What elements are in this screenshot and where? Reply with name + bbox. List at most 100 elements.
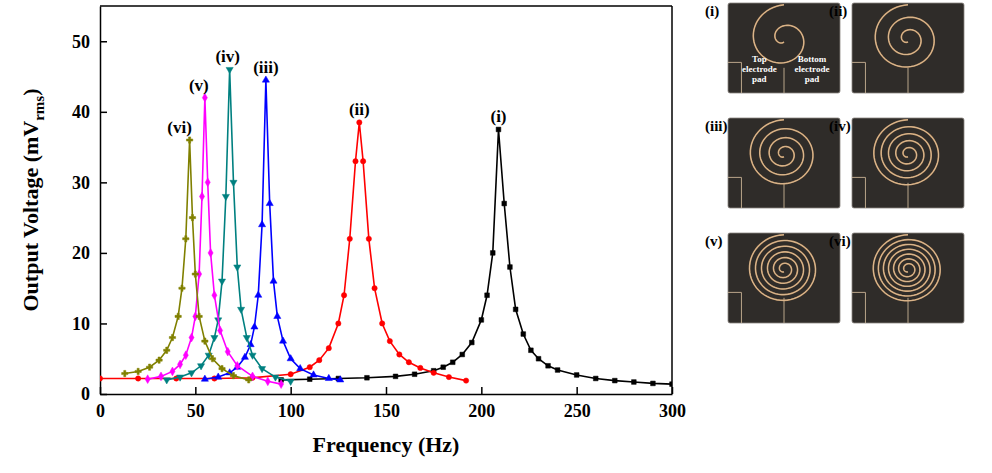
spiral-highlight <box>875 5 934 67</box>
tick-label: 50 <box>187 401 205 421</box>
tick-label: 40 <box>72 102 90 122</box>
marker <box>183 236 189 242</box>
marker <box>208 249 213 258</box>
electrode-trace <box>852 292 865 323</box>
marker <box>156 357 162 363</box>
photo-panel: TopelectrodepadBottomelectrodepad(i)(ii)… <box>705 3 964 323</box>
electrode-trace <box>784 68 785 93</box>
marker <box>307 377 312 382</box>
marker <box>353 159 358 164</box>
axis-line <box>100 7 102 395</box>
photo <box>852 233 964 323</box>
marker <box>225 347 230 356</box>
annotation-line: electrode <box>795 64 830 74</box>
tick: 50 <box>72 32 107 52</box>
marker <box>632 380 637 385</box>
marker <box>337 376 344 382</box>
annotation-line: Bottom <box>798 54 827 64</box>
series-label: (v) <box>189 76 209 95</box>
y-axis: 01020304050 <box>72 7 107 405</box>
marker <box>490 251 495 256</box>
marker <box>230 373 236 379</box>
photo <box>852 3 964 93</box>
marker <box>366 236 371 241</box>
marker <box>485 293 490 298</box>
series-label: (iv) <box>215 47 240 66</box>
marker <box>196 313 202 319</box>
marker <box>146 364 152 370</box>
marker <box>230 180 237 186</box>
series-label: (i) <box>490 107 506 126</box>
marker <box>178 360 183 369</box>
marker <box>215 373 222 379</box>
tick-mark <box>100 394 107 396</box>
marker <box>189 333 194 342</box>
spiral-highlight <box>750 235 816 301</box>
marker <box>186 137 192 143</box>
marker <box>418 365 423 370</box>
electrode-trace <box>728 292 741 323</box>
marker <box>574 373 579 378</box>
marker <box>222 194 229 200</box>
marker <box>336 321 341 326</box>
marker <box>202 338 208 344</box>
annotation-line: pad <box>805 74 820 84</box>
marker <box>226 67 233 73</box>
marker <box>251 323 258 329</box>
marker <box>397 352 402 357</box>
marker <box>266 199 273 205</box>
tick-mark <box>100 112 107 114</box>
marker <box>365 375 370 380</box>
tick: 30 <box>72 173 107 193</box>
tick-mark <box>195 387 197 394</box>
marker <box>211 336 218 342</box>
photo-background <box>852 118 964 208</box>
marker <box>546 363 551 368</box>
tick-mark <box>100 41 107 43</box>
marker <box>183 351 188 360</box>
marker <box>360 159 365 164</box>
marker <box>479 318 484 323</box>
marker <box>393 374 398 379</box>
y-axis-title-part: Output Voltage (mV <box>18 121 43 312</box>
series-line <box>205 80 340 380</box>
marker <box>670 382 672 387</box>
tick: 150 <box>373 387 400 421</box>
series-label: (vi) <box>167 118 192 137</box>
photo-label: (ii) <box>829 3 847 20</box>
marker <box>259 367 266 373</box>
tick-label: 150 <box>373 401 400 421</box>
tick: 200 <box>468 387 495 421</box>
tick-label: 200 <box>468 401 495 421</box>
electrode-trace <box>908 68 909 93</box>
marker <box>234 265 241 271</box>
marker <box>357 120 362 125</box>
marker <box>246 377 252 383</box>
tick-label: 300 <box>659 401 686 421</box>
tick-label: 50 <box>72 32 90 52</box>
marker <box>197 364 204 370</box>
marker <box>508 265 513 270</box>
electrode-trace <box>728 62 741 93</box>
photo-annotation: Topelectrodepad <box>742 54 777 84</box>
tick: 0 <box>81 384 107 404</box>
marker <box>100 376 103 381</box>
annotation-line: Top <box>752 54 767 64</box>
marker <box>297 364 304 370</box>
marker <box>219 365 225 371</box>
marker <box>192 271 198 277</box>
marker <box>441 365 446 370</box>
marker <box>521 332 526 337</box>
marker <box>317 357 322 362</box>
spiral-highlight <box>874 120 939 185</box>
tick-label: 250 <box>564 401 591 421</box>
photo <box>728 233 840 323</box>
marker <box>496 127 501 132</box>
photo-label: (iv) <box>829 118 851 135</box>
photo-background <box>728 3 840 93</box>
marker <box>177 375 184 381</box>
tick-mark <box>576 387 578 394</box>
marker <box>164 347 170 353</box>
tick-mark <box>290 387 292 394</box>
tick-label: 0 <box>81 384 90 404</box>
